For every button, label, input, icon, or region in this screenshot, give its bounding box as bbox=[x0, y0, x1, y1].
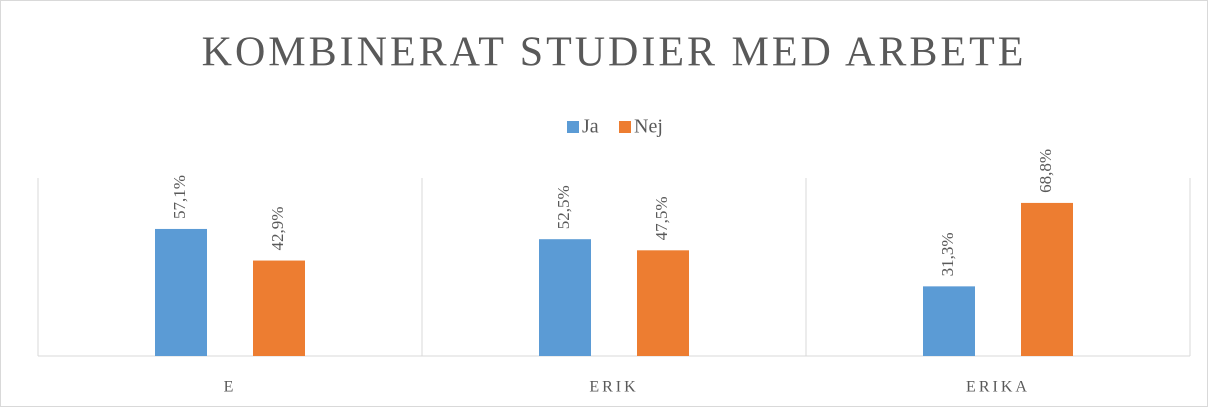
legend-label: Nej bbox=[634, 116, 663, 138]
data-label: 68,8% bbox=[1036, 149, 1055, 193]
data-label: 52,5% bbox=[554, 185, 573, 229]
x-tick-label: E bbox=[224, 379, 237, 396]
data-label: 57,1% bbox=[170, 175, 189, 219]
data-label: 42,9% bbox=[268, 207, 287, 251]
bar bbox=[539, 239, 591, 356]
bar bbox=[155, 228, 207, 356]
legend-swatch bbox=[567, 121, 579, 133]
x-tick-label: ERIKA bbox=[966, 379, 1030, 396]
legend-swatch bbox=[619, 121, 631, 133]
bar bbox=[637, 250, 689, 356]
data-label: 47,5% bbox=[652, 196, 671, 240]
chart-title: KOMBINERAT STUDIER MED ARBETE bbox=[202, 30, 1027, 76]
bar bbox=[923, 286, 975, 356]
legend-label: Ja bbox=[582, 116, 599, 138]
x-tick-label: ERIK bbox=[589, 379, 638, 396]
data-label: 31,3% bbox=[938, 232, 957, 276]
bar bbox=[253, 260, 305, 356]
bar bbox=[1021, 202, 1073, 356]
